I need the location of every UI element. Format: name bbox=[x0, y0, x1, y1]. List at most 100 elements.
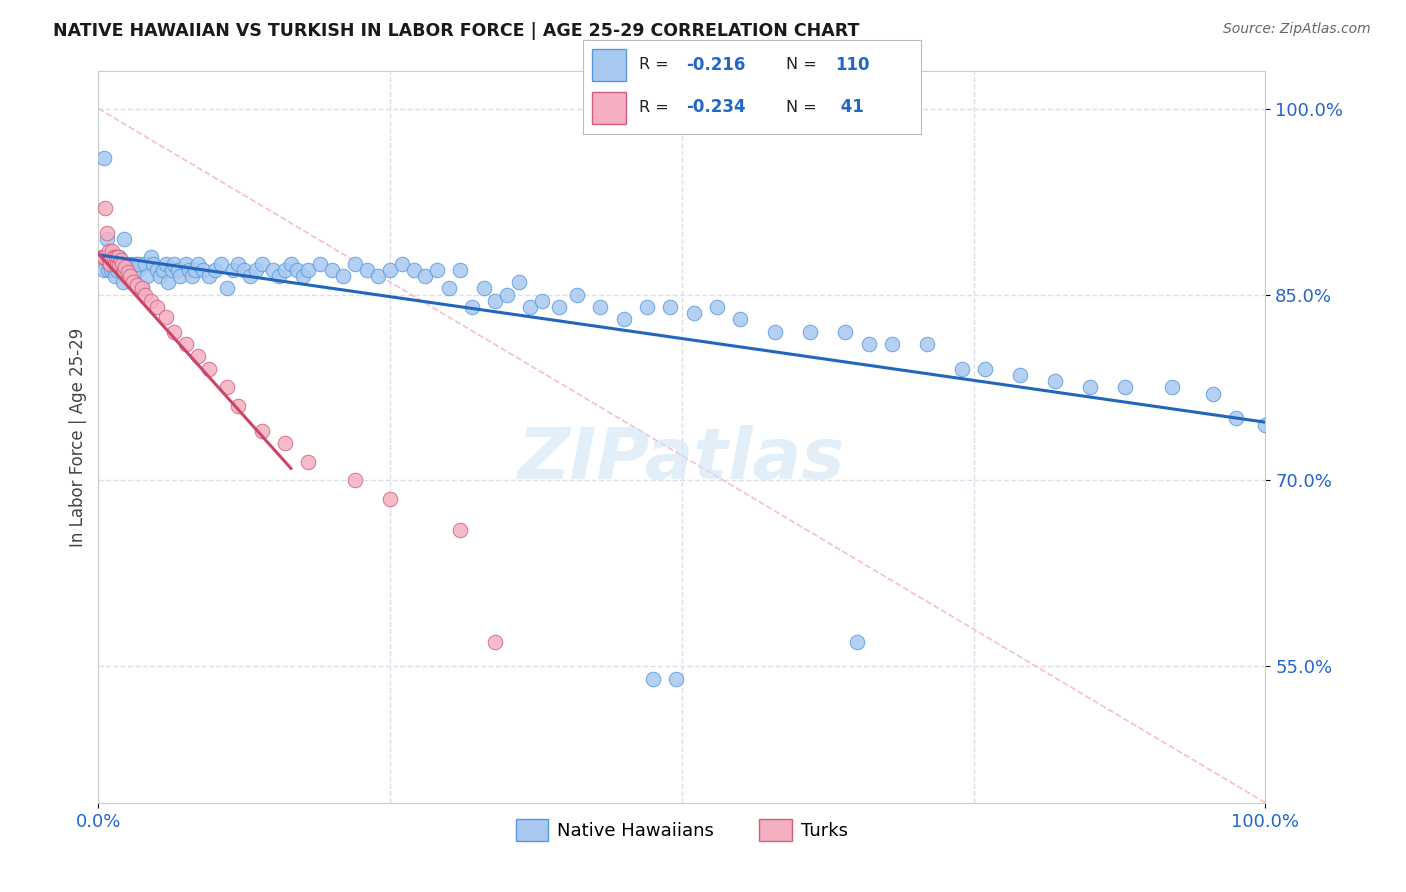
Legend: Native Hawaiians, Turks: Native Hawaiians, Turks bbox=[509, 812, 855, 848]
Point bbox=[472, 281, 495, 295]
Point bbox=[413, 268, 436, 283]
Point bbox=[880, 337, 903, 351]
Point bbox=[96, 226, 118, 240]
Point bbox=[98, 256, 121, 270]
Point bbox=[548, 300, 571, 314]
Point bbox=[100, 262, 122, 277]
Point bbox=[122, 275, 145, 289]
Point bbox=[589, 300, 612, 314]
Point bbox=[111, 256, 134, 270]
Point bbox=[98, 250, 121, 264]
Point bbox=[103, 262, 125, 277]
Point bbox=[209, 256, 232, 270]
Point bbox=[274, 436, 297, 450]
Point bbox=[204, 262, 226, 277]
Point bbox=[285, 262, 308, 277]
Point bbox=[104, 250, 127, 264]
Point bbox=[215, 380, 238, 394]
Point bbox=[117, 262, 139, 277]
Point bbox=[239, 268, 262, 283]
Text: 110: 110 bbox=[835, 56, 869, 74]
Text: N =: N = bbox=[786, 100, 823, 114]
Point bbox=[846, 634, 869, 648]
Point bbox=[1225, 411, 1247, 425]
Point bbox=[297, 262, 319, 277]
Point bbox=[402, 262, 425, 277]
Point bbox=[221, 262, 243, 277]
Point bbox=[665, 672, 688, 686]
Point bbox=[262, 262, 284, 277]
Point bbox=[139, 250, 162, 264]
Point bbox=[131, 281, 153, 295]
FancyBboxPatch shape bbox=[592, 92, 626, 125]
Point bbox=[269, 268, 291, 283]
Point bbox=[706, 300, 728, 314]
Point bbox=[461, 300, 484, 314]
Point bbox=[174, 256, 197, 270]
Point bbox=[93, 250, 115, 264]
Point bbox=[97, 262, 120, 277]
Point bbox=[104, 256, 127, 270]
Point bbox=[112, 232, 135, 246]
Point bbox=[146, 300, 169, 314]
Point bbox=[508, 275, 530, 289]
Point bbox=[111, 275, 134, 289]
Point bbox=[110, 252, 132, 267]
Point bbox=[97, 256, 120, 270]
Point bbox=[1010, 368, 1032, 383]
Point bbox=[367, 268, 389, 283]
Point bbox=[131, 281, 153, 295]
Point bbox=[799, 325, 821, 339]
Point bbox=[344, 256, 367, 270]
Point bbox=[321, 262, 343, 277]
Point bbox=[297, 455, 319, 469]
Point bbox=[1080, 380, 1102, 394]
Point bbox=[484, 293, 506, 308]
Point bbox=[104, 268, 127, 283]
Point bbox=[1202, 386, 1225, 401]
Text: N =: N = bbox=[786, 57, 823, 72]
Point bbox=[1045, 374, 1067, 388]
Point bbox=[496, 287, 519, 301]
Point bbox=[274, 262, 297, 277]
Point bbox=[215, 281, 238, 295]
Point bbox=[125, 277, 148, 292]
Point bbox=[118, 268, 141, 283]
Text: R =: R = bbox=[640, 57, 673, 72]
Point bbox=[636, 300, 658, 314]
Point bbox=[105, 262, 128, 277]
Point bbox=[101, 244, 124, 259]
Point bbox=[426, 262, 449, 277]
Point bbox=[858, 337, 880, 351]
Point bbox=[107, 256, 129, 270]
Point bbox=[146, 262, 169, 277]
Point bbox=[142, 256, 165, 270]
Point bbox=[93, 151, 115, 165]
Point bbox=[187, 256, 209, 270]
Point bbox=[344, 474, 367, 488]
Point bbox=[682, 306, 704, 320]
Point bbox=[1114, 380, 1136, 394]
Point bbox=[730, 312, 752, 326]
Point bbox=[105, 256, 128, 270]
Text: -0.216: -0.216 bbox=[686, 56, 745, 74]
Point bbox=[834, 325, 856, 339]
Point bbox=[101, 256, 124, 270]
Point bbox=[93, 262, 115, 277]
Point bbox=[134, 256, 156, 270]
Point bbox=[641, 672, 664, 686]
Point bbox=[163, 256, 186, 270]
Point bbox=[160, 262, 183, 277]
Point bbox=[127, 262, 149, 277]
Point bbox=[100, 250, 122, 264]
Point bbox=[134, 287, 156, 301]
Point bbox=[763, 325, 786, 339]
Point bbox=[915, 337, 938, 351]
Point bbox=[96, 232, 118, 246]
Point bbox=[484, 634, 506, 648]
Point bbox=[449, 262, 471, 277]
Point bbox=[97, 244, 120, 259]
Point bbox=[233, 262, 256, 277]
Point bbox=[118, 262, 141, 277]
Point bbox=[136, 268, 159, 283]
